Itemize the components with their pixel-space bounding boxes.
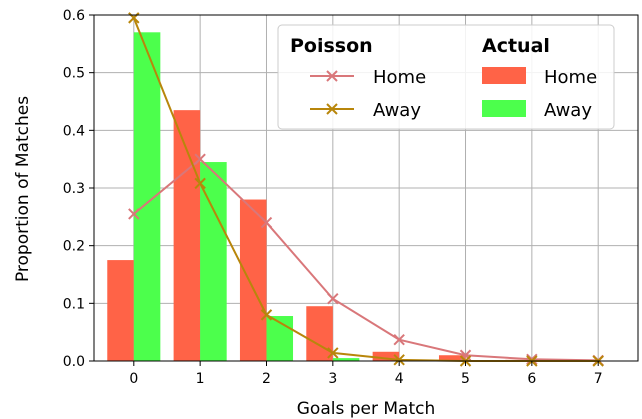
legend-actual-home-label: Home — [544, 67, 597, 88]
legend: Poisson Actual Home Away Home Away — [277, 24, 615, 130]
x-tick-label: 7 — [594, 371, 603, 387]
bar-actual-home — [107, 260, 134, 361]
x-tick-label: 6 — [527, 371, 536, 387]
y-tick-label: 0.3 — [63, 181, 85, 197]
point-poisson-home — [260, 216, 273, 229]
point-poisson-away — [260, 309, 273, 321]
y-tick-label: 0.4 — [63, 123, 85, 139]
x-tick-label: 0 — [129, 371, 138, 387]
point-poisson-away — [327, 347, 339, 359]
y-tick-label: 0.5 — [63, 66, 85, 82]
x-tick-label: 1 — [196, 371, 205, 387]
point-poisson-home — [128, 208, 140, 220]
legend-heading-actual: Actual — [482, 35, 550, 57]
bar-actual-away — [200, 162, 227, 361]
bar-actual-home — [372, 351, 400, 361]
y-tick-label: 0.0 — [63, 354, 85, 370]
point-poisson-home — [526, 353, 538, 365]
point-poisson-home — [393, 333, 405, 346]
legend-actual-away-swatch — [482, 100, 526, 117]
legend-poisson-away-label: Away — [373, 100, 421, 121]
legend-box — [277, 24, 615, 130]
y-tick-label: 0.6 — [63, 8, 85, 24]
bar-actual-away — [133, 32, 161, 362]
bar-actual-home — [306, 306, 333, 361]
legend-heading-poisson: Poisson — [290, 35, 373, 57]
x-axis-label: Goals per Match — [297, 399, 436, 419]
point-poisson-home — [194, 153, 206, 165]
bar-actual-home — [239, 199, 267, 361]
point-poisson-away — [194, 177, 206, 190]
point-poisson-away — [393, 354, 405, 366]
x-tick-label: 5 — [461, 371, 470, 387]
point-poisson-home — [327, 293, 339, 305]
x-tick-label: 2 — [262, 371, 271, 387]
ticks-layer: 0 1 2 3 4 5 6 7 0.0 0.1 0.2 0.3 0.4 0.5 0.6 — [63, 8, 603, 387]
x-tick-label: 4 — [395, 371, 404, 387]
y-tick-label: 0.2 — [63, 239, 85, 255]
legend-poisson-home-label: Home — [373, 67, 426, 88]
legend-actual-home-swatch — [482, 67, 526, 84]
y-axis-label: Proportion of Matches — [13, 96, 33, 282]
y-tick-label: 0.1 — [63, 296, 85, 312]
legend-poisson-home-marker — [326, 70, 338, 82]
legend-poisson-away-marker — [326, 103, 338, 115]
line-poisson-home — [133, 157, 599, 362]
bar-actual-away — [332, 358, 360, 361]
bar-actual-home — [438, 355, 466, 361]
x-tick-label: 3 — [328, 371, 337, 387]
legend-actual-away-label: Away — [544, 100, 592, 121]
